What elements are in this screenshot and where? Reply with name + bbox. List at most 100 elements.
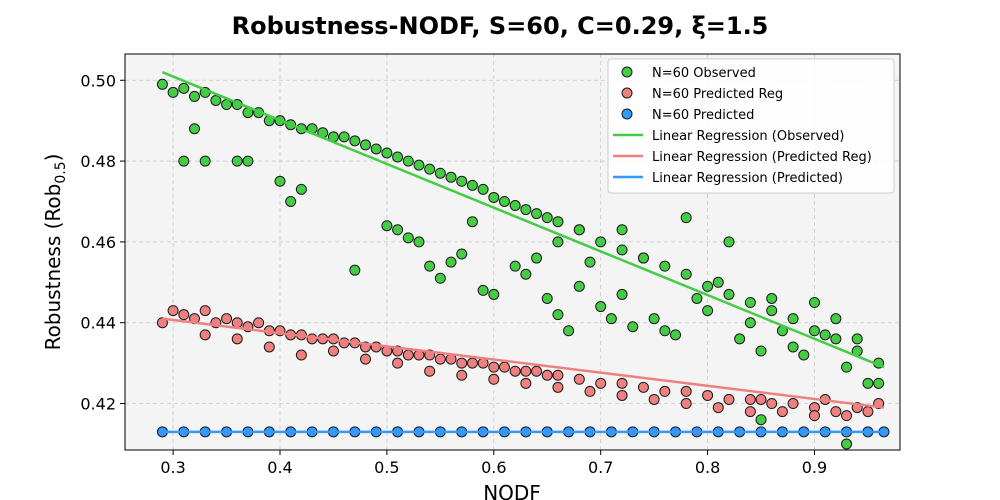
series-1-point-75 <box>756 394 766 404</box>
y-tick-label-3: 0.48 <box>80 152 116 171</box>
series-1-point-69 <box>713 403 723 413</box>
y-tick-label-0: 0.42 <box>80 395 116 414</box>
series-1-point-53 <box>200 330 210 340</box>
series-0-point-67 <box>457 249 467 259</box>
series-0-point-91 <box>788 342 798 352</box>
series-1-point-61 <box>457 370 467 380</box>
x-tick-label-6: 0.9 <box>802 458 827 477</box>
x-tick-label-3: 0.6 <box>481 458 506 477</box>
series-0-point-47 <box>767 306 777 316</box>
series-0-point-26 <box>435 168 445 178</box>
series-0-point-0 <box>157 79 167 89</box>
series-1-point-66 <box>617 390 627 400</box>
series-0-point-92 <box>799 350 809 360</box>
series-1-point-42 <box>660 386 670 396</box>
series-1-point-57 <box>328 346 338 356</box>
series-1-point-4 <box>200 306 210 316</box>
series-0-point-32 <box>499 196 509 206</box>
y-axis-label: Robustness (Rob0.5) <box>41 154 69 351</box>
series-0-point-18 <box>350 136 360 146</box>
series-0-point-48 <box>788 314 798 324</box>
series-0-point-74 <box>564 326 574 336</box>
series-1-point-72 <box>809 411 819 421</box>
series-0-point-53 <box>189 124 199 134</box>
legend: N=60 Observed N=60 Predicted Reg N=60 Pred… <box>608 59 894 193</box>
x-tick-label-5: 0.8 <box>695 458 720 477</box>
series-0-point-59 <box>296 184 306 194</box>
series-0-point-102 <box>681 213 691 223</box>
series-1-point-59 <box>393 358 403 368</box>
legend-marker-1 <box>622 88 632 98</box>
series-0-point-36 <box>542 213 552 223</box>
series-0-point-88 <box>756 346 766 356</box>
series-0-point-28 <box>457 176 467 186</box>
series-0-point-65 <box>425 261 435 271</box>
series-0-point-20 <box>371 144 381 154</box>
series-0-point-55 <box>200 156 210 166</box>
y-axis-label-close: ) <box>41 154 65 162</box>
series-0-point-21 <box>382 148 392 158</box>
series-1-point-67 <box>649 394 659 404</box>
series-1-point-73 <box>842 411 852 421</box>
series-0-point-34 <box>521 205 531 215</box>
chart-title: Robustness-NODF, S=60, C=0.29, ξ=1.5 <box>232 12 769 40</box>
series-0-point-71 <box>521 269 531 279</box>
series-0-point-2 <box>179 83 189 93</box>
x-tick-label-4: 0.7 <box>588 458 613 477</box>
series-0-point-5 <box>211 95 221 105</box>
series-1-point-74 <box>863 407 873 417</box>
series-0-point-78 <box>617 289 627 299</box>
series-0-point-40 <box>617 245 627 255</box>
series-1-point-65 <box>585 386 595 396</box>
series-0-point-85 <box>713 277 723 287</box>
series-0-point-100 <box>842 439 852 449</box>
series-1-point-68 <box>681 399 691 409</box>
series-1-point-56 <box>296 350 306 360</box>
series-0-point-66 <box>435 273 445 283</box>
series-0-point-29 <box>467 180 477 190</box>
series-1-point-14 <box>307 334 317 344</box>
series-1-point-71 <box>777 407 787 417</box>
series-1-point-70 <box>745 407 755 417</box>
series-0-point-76 <box>596 302 606 312</box>
series-0-point-80 <box>649 314 659 324</box>
series-0-point-58 <box>275 176 285 186</box>
series-0-point-50 <box>831 334 841 344</box>
series-0-point-107 <box>414 237 424 247</box>
series-0-point-35 <box>532 209 542 219</box>
x-tick-label-0: 0.3 <box>160 458 185 477</box>
series-1-point-2 <box>179 310 189 320</box>
series-0-point-84 <box>703 306 713 316</box>
series-0-point-25 <box>425 164 435 174</box>
series-1-point-55 <box>264 342 274 352</box>
series-0-point-79 <box>628 322 638 332</box>
series-0-point-89 <box>767 293 777 303</box>
series-1-point-37 <box>553 370 563 380</box>
series-0-point-87 <box>745 318 755 328</box>
series-0-point-111 <box>574 225 584 235</box>
series-0-point-77 <box>606 314 616 324</box>
series-0-point-81 <box>660 326 670 336</box>
x-tick-label-1: 0.4 <box>267 458 292 477</box>
legend-marker-0 <box>622 67 632 77</box>
series-1-point-32 <box>499 362 509 372</box>
series-1-point-26 <box>435 354 445 364</box>
series-1-point-6 <box>222 314 232 324</box>
series-0-point-109 <box>467 217 477 227</box>
series-1-point-63 <box>521 378 531 388</box>
series-1-point-41 <box>638 382 648 392</box>
series-0-point-22 <box>393 152 403 162</box>
series-0-point-98 <box>863 378 873 388</box>
series-1-point-1 <box>168 306 178 316</box>
series-0-point-75 <box>574 281 584 291</box>
series-0-point-42 <box>660 261 670 271</box>
series-0-point-72 <box>542 293 552 303</box>
series-0-point-46 <box>745 298 755 308</box>
series-1-point-40 <box>617 378 627 388</box>
series-1-point-43 <box>681 386 691 396</box>
series-1-point-34 <box>521 366 531 376</box>
series-0-point-45 <box>724 289 734 299</box>
series-0-point-57 <box>243 156 253 166</box>
series-0-point-62 <box>382 221 392 231</box>
